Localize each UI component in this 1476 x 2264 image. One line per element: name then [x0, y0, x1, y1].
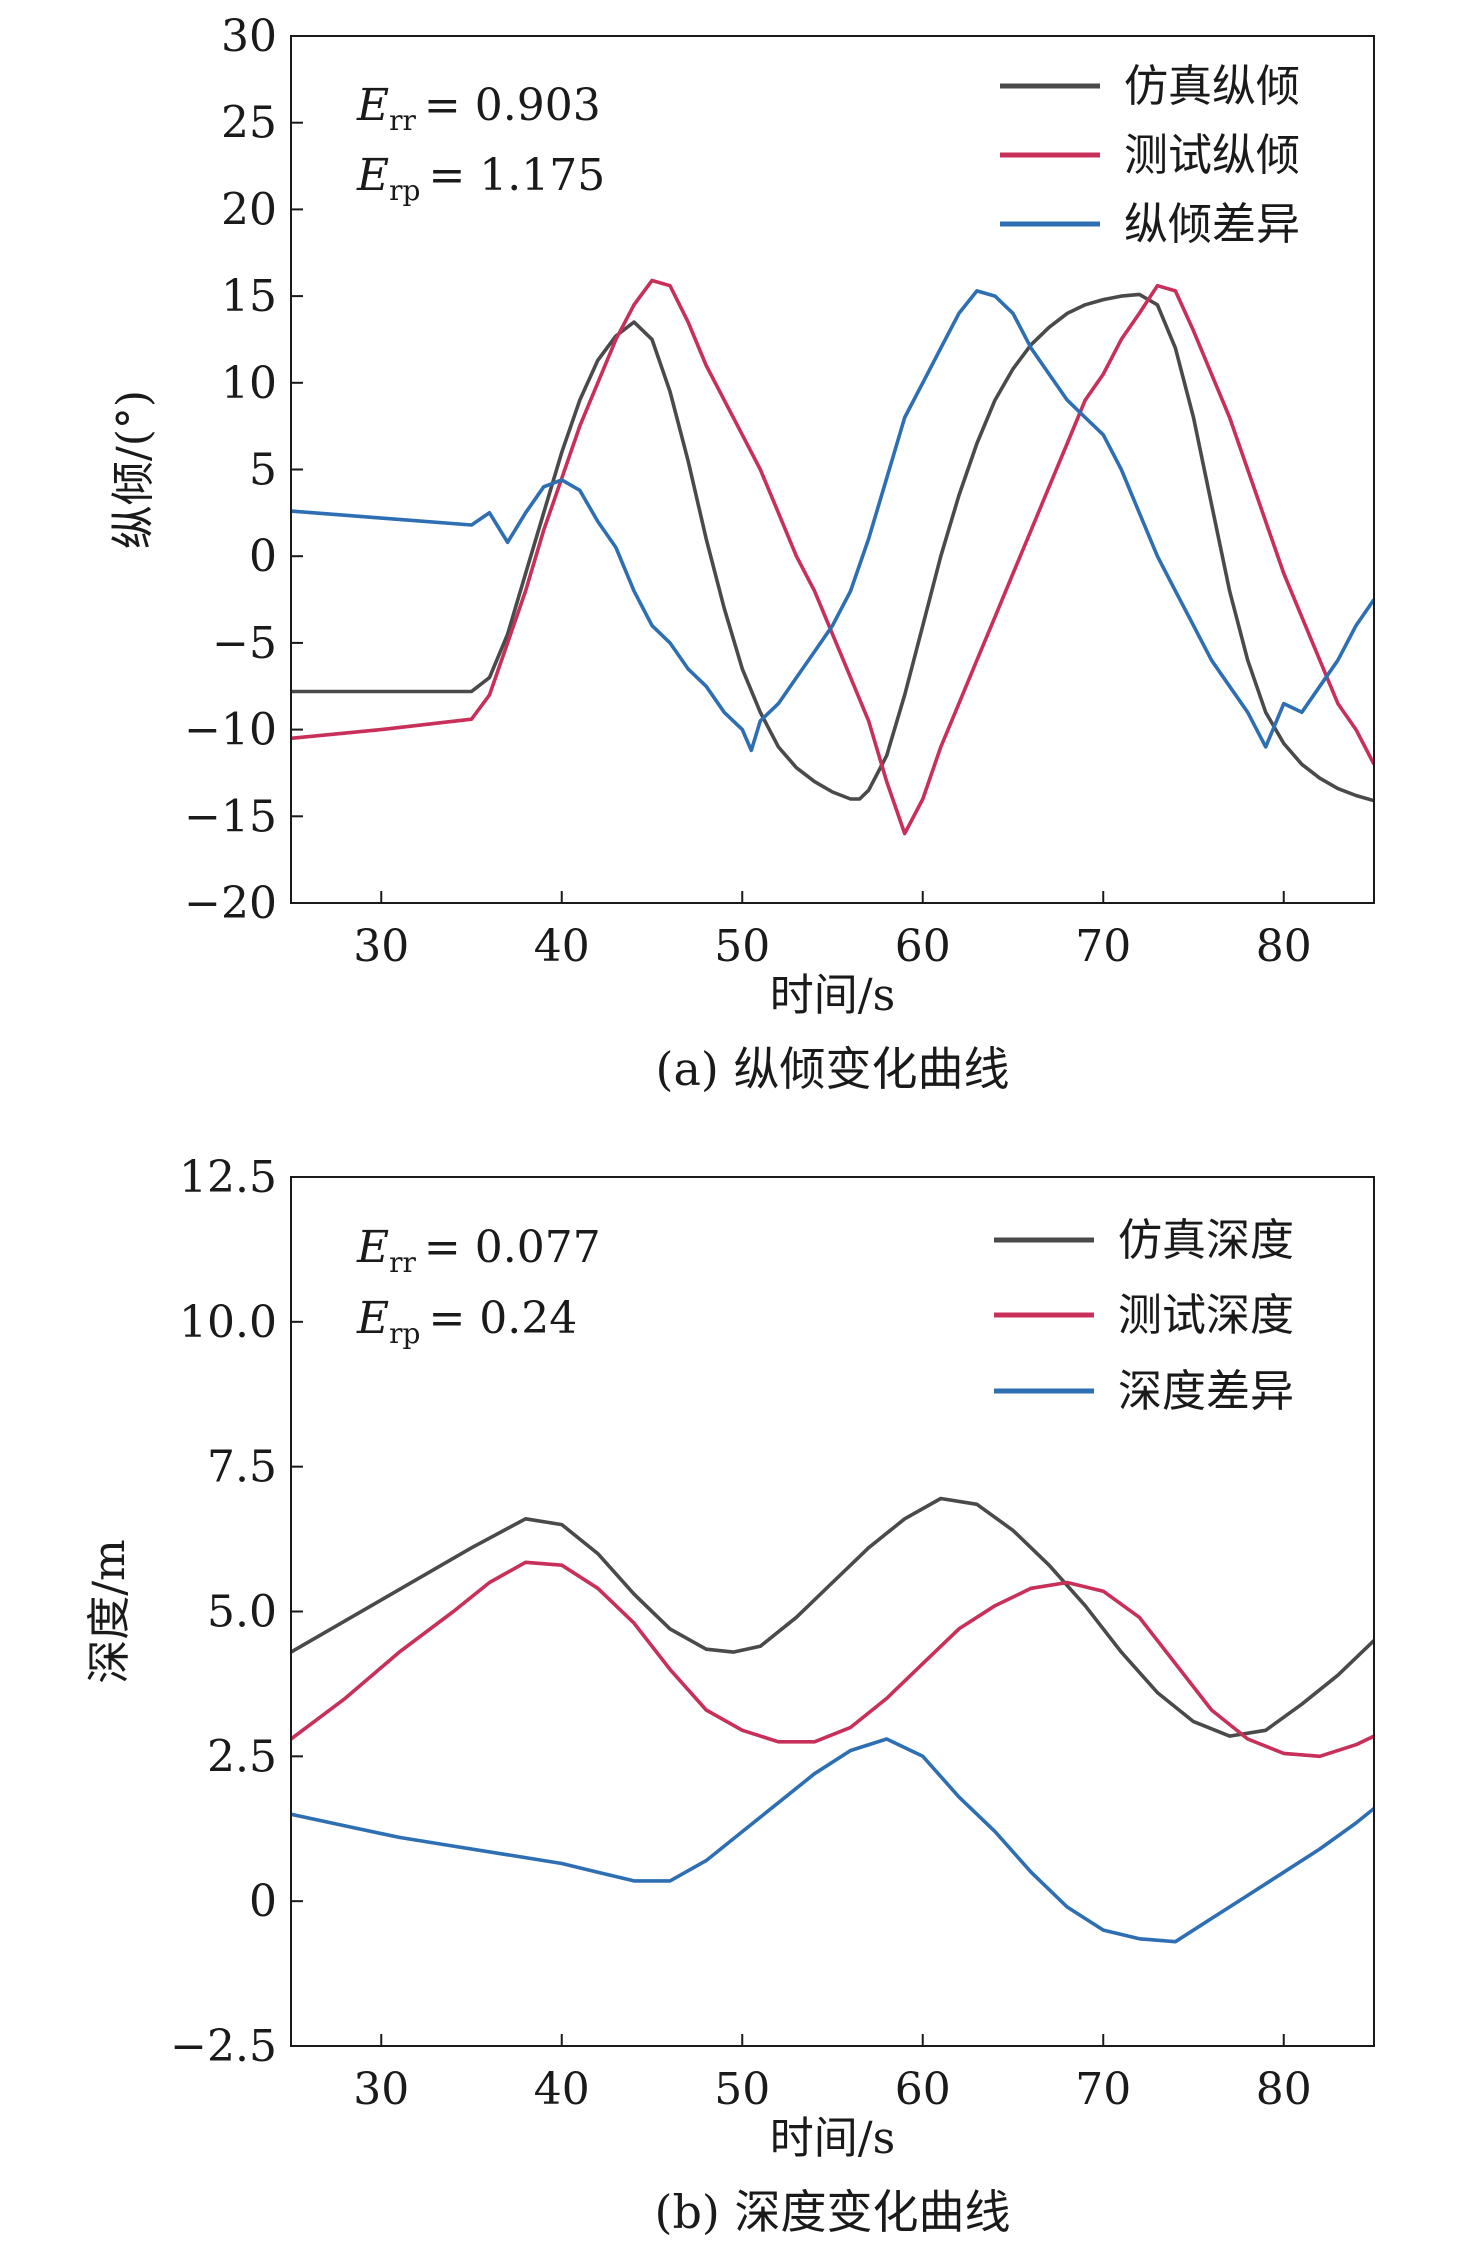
x-axis-label: 时间/s	[770, 970, 895, 1021]
y-tick-label: −15	[184, 791, 277, 842]
x-tick-label: 70	[1075, 2064, 1131, 2115]
y-tick-label: 15	[221, 271, 277, 322]
y-tick-label: −10	[184, 705, 277, 756]
x-tick-label: 60	[895, 2064, 951, 2115]
annotation-symbol: E	[356, 1222, 389, 1273]
x-tick-label: 40	[534, 2064, 590, 2115]
error-annotation: Err = 0.903	[356, 80, 601, 137]
y-axis-label: 纵倾/(°)	[108, 390, 159, 549]
legend-label: 深度差异	[1118, 1366, 1294, 1417]
y-tick-label: 12.5	[179, 1152, 277, 1203]
legend-label: 仿真纵倾	[1124, 61, 1300, 112]
annotation-value: = 1.175	[428, 150, 605, 201]
y-tick-label: 0	[249, 1876, 277, 1927]
chart-depth: 30 40 50 60 70 80 12.5 10.0 7.5 5.0 2.5 0 −2.5 时间/s 深度…	[84, 1152, 1375, 2239]
x-axis-label: 时间/s	[770, 2113, 895, 2164]
y-tick-label: 5.0	[207, 1587, 277, 1638]
legend-label: 测试纵倾	[1124, 130, 1300, 181]
y-tick-label: 0	[249, 531, 277, 582]
annotation-value: = 0.24	[428, 1293, 577, 1344]
error-annotation: Erp = 0.24	[356, 1293, 577, 1350]
y-tick-label: −2.5	[170, 2021, 277, 2072]
legend-label: 测试深度	[1118, 1290, 1294, 1341]
x-tick-label: 30	[353, 921, 409, 972]
x-tick-label: 80	[1256, 2064, 1312, 2115]
x-tick-label: 60	[895, 921, 951, 972]
y-tick-label: 10.0	[179, 1297, 277, 1348]
y-tick-label: 30	[221, 11, 277, 62]
annotation-value: = 0.077	[424, 1222, 601, 1273]
x-tick-label: 70	[1075, 921, 1131, 972]
error-annotation: Err = 0.077	[356, 1222, 601, 1279]
figure-caption: (b) 深度变化曲线	[655, 2185, 1011, 2239]
annotation-symbol: E	[356, 1293, 389, 1344]
series-line-1	[291, 278, 1374, 836]
x-tick-label: 50	[714, 921, 770, 972]
annotation-symbol: E	[356, 80, 389, 131]
x-tick-label: 40	[534, 921, 590, 972]
annotation-subscript: rr	[389, 1246, 416, 1279]
x-tick-label: 80	[1256, 921, 1312, 972]
y-tick-label: 20	[221, 184, 277, 235]
series-line-0	[291, 1496, 1374, 1738]
series-line-0	[291, 292, 1374, 803]
chart-pitch: 30 40 50 60 70 80302520151050−5−10−15−20时间/s纵…	[108, 11, 1375, 1096]
annotation-symbol: E	[356, 150, 389, 201]
figure-caption: (a) 纵倾变化曲线	[656, 1042, 1010, 1096]
x-tick-label: 50	[714, 2064, 770, 2115]
y-tick-label: 2.5	[207, 1731, 277, 1782]
annotation-subscript: rr	[389, 104, 416, 137]
annotation-subscript: rp	[389, 174, 420, 207]
x-tick-label: 30	[353, 2064, 409, 2115]
annotation-value: = 0.903	[424, 80, 601, 131]
y-tick-label: 5	[249, 445, 277, 496]
y-tick-label: −20	[184, 878, 277, 929]
series-line-1	[291, 1560, 1374, 1759]
y-tick-label: 10	[221, 358, 277, 409]
y-axis-label: 深度/m	[84, 1539, 135, 1684]
annotation-subscript: rp	[389, 1317, 420, 1350]
series-line-2	[291, 1737, 1374, 1944]
y-tick-label: 7.5	[207, 1442, 277, 1493]
error-annotation: Erp = 1.175	[356, 150, 605, 207]
legend-label: 仿真深度	[1118, 1215, 1294, 1266]
y-tick-label: −5	[212, 618, 277, 669]
legend-label: 纵倾差异	[1124, 199, 1300, 250]
y-tick-label: 25	[221, 98, 277, 149]
series-line-2	[291, 289, 1374, 753]
